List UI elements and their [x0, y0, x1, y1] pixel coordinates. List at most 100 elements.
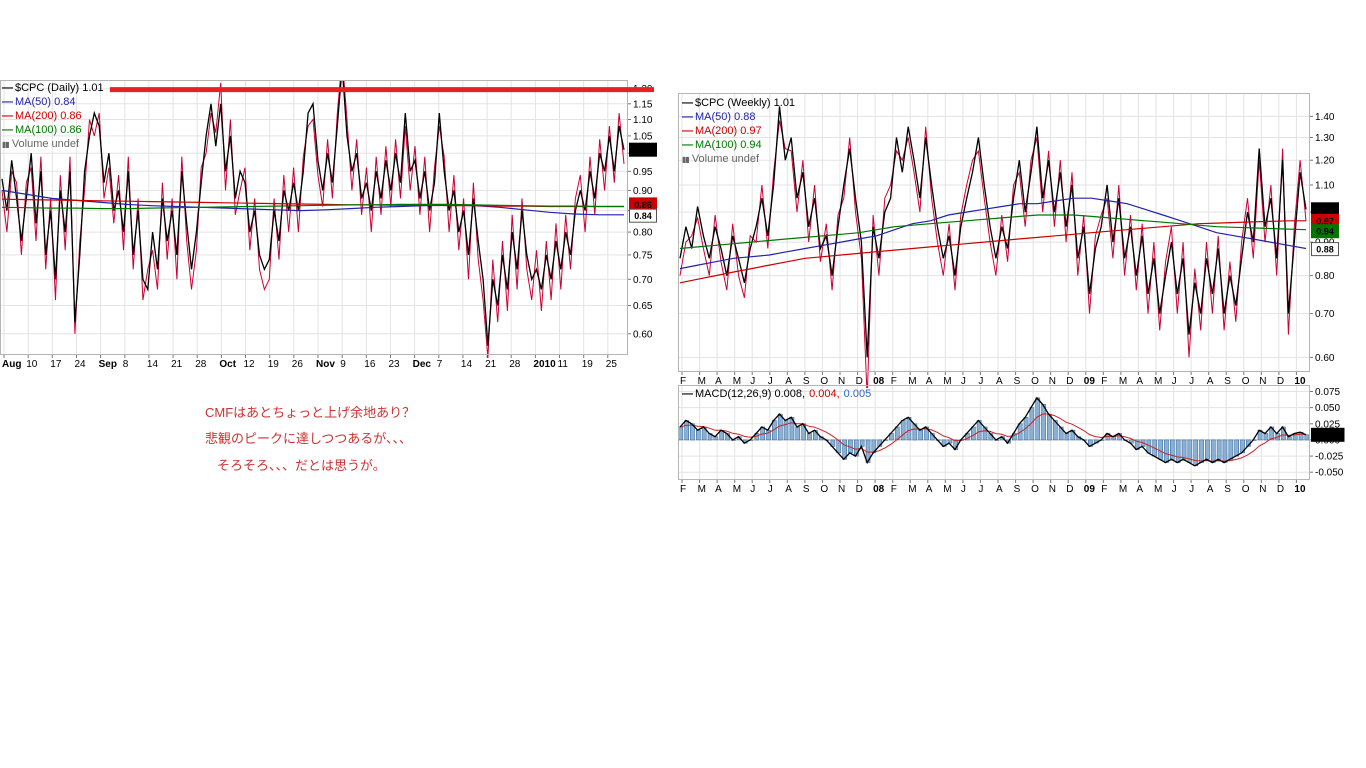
svg-text:0.97: 0.97 — [1316, 216, 1334, 226]
svg-text:A: A — [996, 376, 1003, 387]
price-label-box — [1311, 427, 1345, 442]
legend-item-macd: — MACD(12,26,9) 0.008, 0.004, 0.005 — [682, 387, 875, 401]
line-swatch-icon: — — [2, 124, 13, 136]
svg-text:A: A — [785, 484, 792, 495]
daily-chart-panel: Aug 10 17 24 Sep 8 14 21 28 Oct 12 19 26 Nov 9 16 23 Dec 7… — [0, 80, 660, 380]
macd-histogram-bar — [854, 439, 859, 457]
svg-text:A: A — [926, 376, 933, 387]
macd-histogram-bar — [1234, 439, 1239, 457]
line-swatch-icon: — — [682, 125, 693, 137]
svg-text:19: 19 — [268, 359, 280, 370]
y-axis-tick-label: 0.050 — [1315, 403, 1340, 414]
svg-text:J: J — [768, 376, 773, 387]
macd-line — [679, 396, 1307, 467]
svg-text:8: 8 — [123, 359, 129, 370]
legend-label: MA(200) 0.97 — [695, 125, 762, 137]
legend-label: MA(50) 0.84 — [15, 96, 76, 108]
svg-text:J: J — [1189, 376, 1194, 387]
svg-text:D: D — [856, 484, 863, 495]
macd-histogram-bar — [918, 429, 924, 441]
svg-text:M: M — [1154, 376, 1162, 387]
legend-item-volume: ▮▮ Volume undef — [682, 152, 795, 166]
signal-line — [679, 413, 1307, 462]
daily-chart-canvas: Aug 10 17 24 Sep 8 14 21 28 Oct 12 19 26 Nov 9 16 23 Dec 7… — [0, 80, 657, 370]
macd-chart-panel: F M A M J J A S O N D 08 F M A M J J A S O N D 09 F M A M J J A S O N D 10 0… — [678, 385, 1366, 497]
macd-histogram-bar — [900, 420, 906, 441]
y-axis-tick-label: 1.20 — [1315, 156, 1335, 167]
svg-text:M: M — [698, 376, 706, 387]
svg-text:F: F — [680, 484, 686, 495]
svg-text:10: 10 — [26, 359, 38, 370]
svg-text:08: 08 — [873, 484, 885, 495]
legend-item-ma50: — MA(50) 0.88 — [682, 110, 795, 124]
svg-text:J: J — [768, 484, 773, 495]
macd-panel-plot-area: F M A M J J A S O N D 08 F M A M J J A S O N D 09 F M A M J J A S O N D 10 — [678, 385, 1310, 495]
svg-text:0.94: 0.94 — [1316, 227, 1334, 237]
macd-histogram-bar — [1205, 439, 1210, 460]
legend-label: Volume undef — [11, 138, 80, 150]
svg-text:O: O — [820, 484, 828, 495]
svg-text:0.88: 0.88 — [1316, 245, 1334, 255]
svg-text:N: N — [838, 484, 845, 495]
svg-text:Dec: Dec — [413, 359, 432, 370]
ma200-line — [679, 220, 1306, 284]
svg-text:S: S — [803, 376, 810, 387]
macd-histogram-bar — [1164, 439, 1169, 463]
svg-text:D: D — [1277, 484, 1284, 495]
svg-text:J: J — [750, 376, 755, 387]
svg-text:A: A — [715, 484, 722, 495]
annotation-notes: CMFはあとちょっと上げ余地あり？ 悲観のピークに達しつつあるが、、、 そろそろ… — [205, 402, 415, 479]
svg-text:09: 09 — [1084, 376, 1096, 387]
svg-text:O: O — [1242, 376, 1250, 387]
svg-text:21: 21 — [171, 359, 183, 370]
y-axis-tick-label: 0.60 — [1315, 353, 1335, 364]
legend-label: $CPC (Weekly) 1.01 — [695, 97, 796, 109]
macd-histogram-bar — [1286, 436, 1292, 441]
legend-item-ma100: — MA(100) 0.86 — [2, 123, 104, 137]
macd-histogram-bar — [1041, 404, 1046, 441]
legend-label: MA(100) 0.94 — [695, 139, 762, 151]
svg-text:17: 17 — [50, 359, 62, 370]
svg-text:N: N — [1259, 376, 1266, 387]
macd-histogram-bar — [1228, 439, 1234, 460]
legend-label: $CPC (Daily) 1.01 — [15, 82, 104, 94]
svg-text:J: J — [978, 484, 983, 495]
weekly-legend: — $CPC (Weekly) 1.01 — MA(50) 0.88 — MA(200… — [682, 96, 795, 166]
svg-text:M: M — [1119, 484, 1127, 495]
weekly-chart-panel: F M A M J J A S O N D 08 F M A M J J A S O N D 09 F M A M J J A S O N D 10 1… — [678, 93, 1366, 388]
svg-text:J: J — [1172, 376, 1177, 387]
svg-text:14: 14 — [461, 359, 473, 370]
svg-text:10: 10 — [1294, 484, 1306, 495]
legend-label: Volume undef — [691, 153, 760, 165]
macd-histogram-bar — [1199, 439, 1204, 463]
macd-histogram-bar — [1193, 439, 1199, 467]
legend-item-ma200: — MA(200) 0.86 — [2, 109, 104, 123]
ma100-line — [679, 214, 1307, 250]
svg-text:19: 19 — [582, 359, 594, 370]
legend-label: MA(100) 0.86 — [15, 124, 82, 136]
svg-text:A: A — [785, 376, 792, 387]
macd-histogram-bar — [783, 420, 789, 441]
svg-text:D: D — [856, 376, 863, 387]
svg-text:A: A — [926, 484, 933, 495]
y-axis-tick-label: 1.30 — [1315, 133, 1335, 144]
svg-text:Aug: Aug — [2, 359, 21, 370]
svg-text:J: J — [1189, 484, 1194, 495]
macd-histogram-bar — [1222, 439, 1228, 463]
macd-histogram-bar — [1181, 439, 1187, 460]
svg-text:08: 08 — [873, 376, 885, 387]
svg-text:O: O — [1031, 484, 1039, 495]
y-axis-tick-label: 0.025 — [1315, 419, 1340, 430]
svg-text:A: A — [715, 376, 722, 387]
svg-text:0.84: 0.84 — [634, 211, 652, 221]
macd-signal-value-label: 0.004, — [809, 388, 840, 400]
macd-histogram-bar — [713, 436, 719, 441]
svg-text:16: 16 — [364, 359, 376, 370]
svg-text:25: 25 — [606, 359, 618, 370]
svg-text:09: 09 — [1084, 484, 1096, 495]
cpc-weekly-secondary-line — [679, 120, 1307, 388]
macd-histogram-bar — [947, 439, 953, 444]
svg-text:N: N — [838, 376, 845, 387]
macd-histogram-bar — [1169, 439, 1175, 460]
svg-text:J: J — [750, 484, 755, 495]
